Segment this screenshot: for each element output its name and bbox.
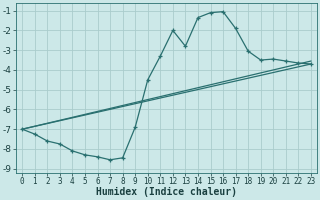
X-axis label: Humidex (Indice chaleur): Humidex (Indice chaleur) bbox=[96, 187, 237, 197]
